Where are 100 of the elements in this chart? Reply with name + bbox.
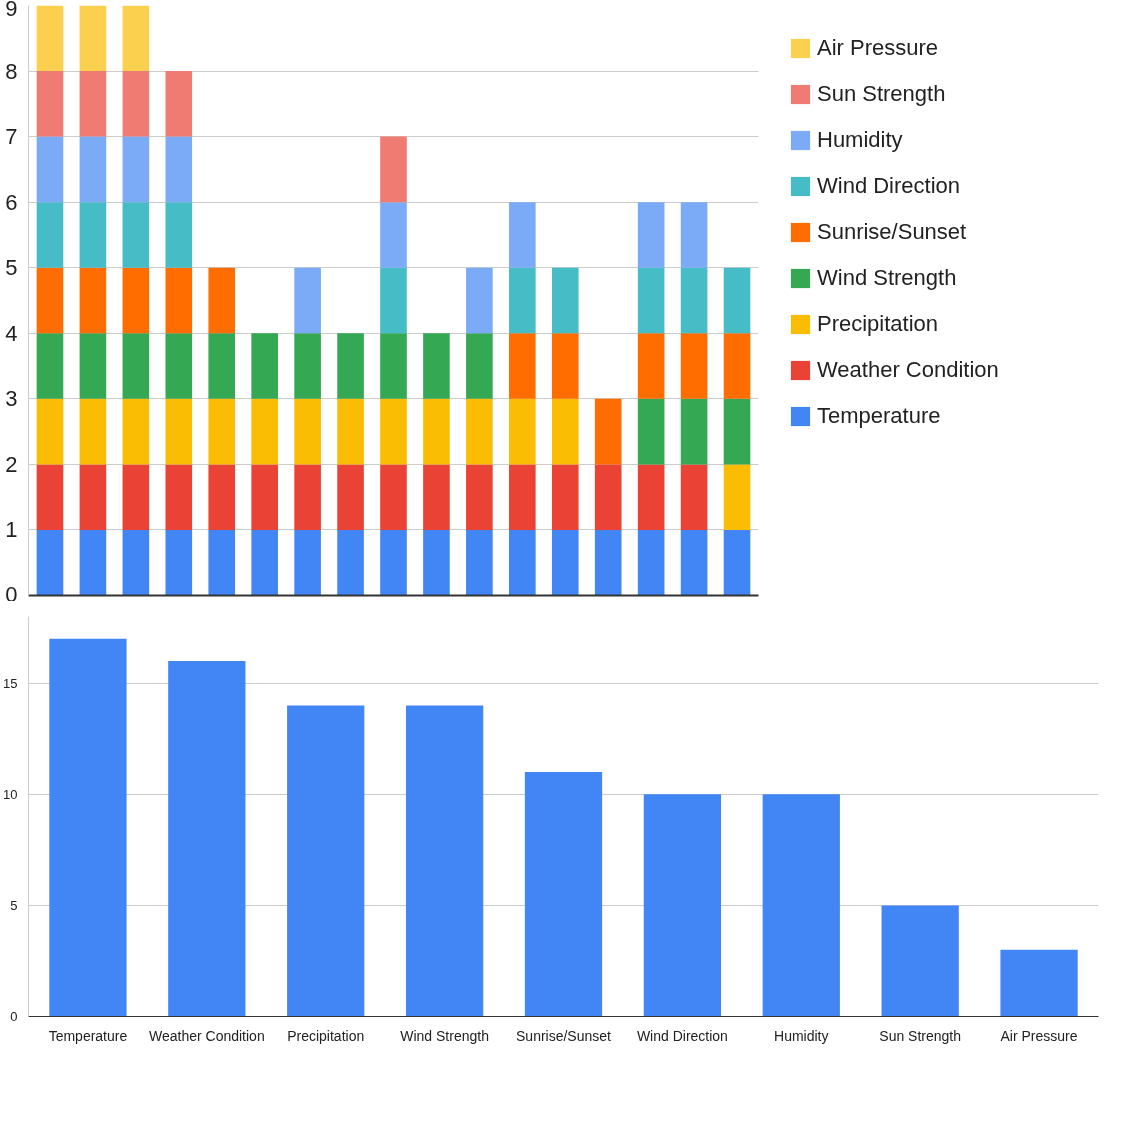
x-tick-label: Sunrise/Sunset <box>516 1027 612 1044</box>
bar <box>594 398 622 465</box>
y-tick-label: 5 <box>10 897 18 913</box>
bar <box>337 333 364 399</box>
bar <box>79 267 107 334</box>
bar <box>251 333 278 399</box>
bar <box>79 333 107 399</box>
y-tick-label: 0 <box>5 581 18 607</box>
bar <box>423 333 450 399</box>
y-tick-label: 15 <box>3 675 18 691</box>
bar <box>251 464 278 530</box>
bar <box>680 464 708 530</box>
bar <box>49 638 127 1017</box>
bar <box>680 202 708 268</box>
bar <box>337 529 364 596</box>
bar <box>551 333 579 399</box>
bar <box>380 202 407 268</box>
y-tick-label: 5 <box>5 255 18 281</box>
bar <box>208 333 236 399</box>
bar <box>36 71 64 137</box>
bar <box>36 202 64 268</box>
y-tick-label: 10 <box>3 786 18 802</box>
bar <box>643 794 722 1017</box>
bar <box>723 333 751 399</box>
y-tick-label: 4 <box>5 320 18 346</box>
bar <box>466 333 493 399</box>
bar <box>79 398 107 465</box>
bar <box>36 267 64 334</box>
bar <box>380 464 407 530</box>
bar <box>509 333 536 399</box>
bar <box>122 464 150 530</box>
bar <box>36 398 64 465</box>
bar <box>337 464 364 530</box>
bar <box>79 529 107 596</box>
bar <box>79 464 107 530</box>
y-tick-label: 6 <box>5 189 18 215</box>
bar <box>168 660 246 1017</box>
bar <box>294 529 321 596</box>
bar <box>509 267 536 334</box>
x-tick-label: Precipitation <box>287 1027 365 1044</box>
bar <box>466 267 493 334</box>
bar <box>551 464 579 530</box>
bar <box>122 529 150 596</box>
bar <box>680 529 708 596</box>
bar <box>551 398 579 465</box>
bar <box>680 267 708 334</box>
x-tick-label: Temperature <box>48 1027 128 1044</box>
bar <box>337 398 364 465</box>
bar <box>637 267 665 334</box>
bar <box>165 71 193 137</box>
bar <box>551 529 579 596</box>
bar <box>509 529 536 596</box>
legend-label: Humidity <box>817 127 903 153</box>
y-tick-label: 1 <box>5 517 18 543</box>
x-tick-label: Air Pressure <box>1000 1027 1078 1044</box>
bar <box>380 136 407 203</box>
bar <box>165 464 193 530</box>
legend-label: Temperature <box>817 403 941 429</box>
y-tick-label: 2 <box>5 451 18 477</box>
bar <box>380 267 407 334</box>
x-tick-label: Wind Strength <box>400 1027 489 1044</box>
x-tick-label: Sun Strength <box>879 1027 962 1044</box>
bar <box>637 398 665 465</box>
bar <box>165 529 193 596</box>
bar <box>79 5 107 72</box>
bar <box>79 136 107 203</box>
x-tick-label: Wind Direction <box>636 1027 728 1044</box>
bar <box>637 464 665 530</box>
bar <box>79 71 107 137</box>
y-tick-label: 3 <box>5 386 18 412</box>
bar <box>165 202 193 268</box>
bar <box>466 464 493 530</box>
bar <box>762 794 840 1017</box>
bar <box>1000 949 1078 1017</box>
legend-label: Wind Strength <box>817 265 957 291</box>
bar <box>36 5 64 72</box>
bar <box>637 333 665 399</box>
bar <box>423 398 450 465</box>
bar <box>423 529 450 596</box>
bar <box>405 705 484 1017</box>
bar <box>208 267 236 334</box>
bar <box>36 464 64 530</box>
bar <box>509 398 536 465</box>
bar <box>36 333 64 399</box>
bar <box>294 398 321 465</box>
bar <box>380 398 407 465</box>
bar <box>509 464 536 530</box>
bar <box>122 267 150 334</box>
bar <box>294 267 321 334</box>
bar <box>287 705 365 1017</box>
bar <box>423 464 450 530</box>
bar <box>466 398 493 465</box>
bar <box>165 136 193 203</box>
bar <box>380 333 407 399</box>
bar <box>380 529 407 596</box>
legend-label: Sunrise/Sunset <box>817 219 967 245</box>
bar <box>723 267 751 334</box>
bar <box>122 202 150 268</box>
bar <box>36 136 64 203</box>
legend-label: Sun Strength <box>817 81 946 107</box>
